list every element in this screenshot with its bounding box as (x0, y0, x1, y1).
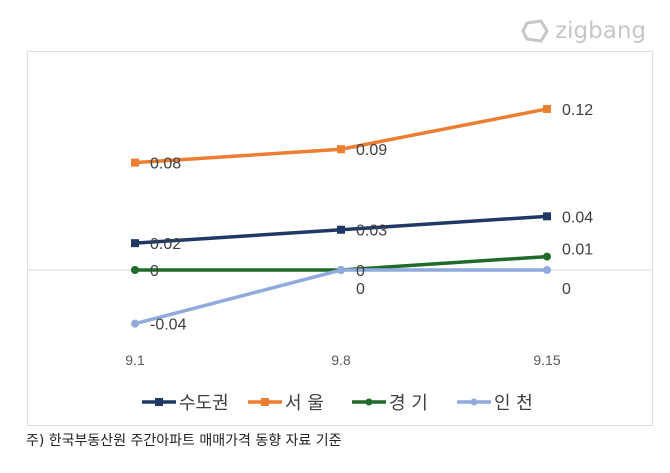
x-tick-label: 9.1 (125, 352, 145, 368)
data-point (131, 266, 139, 274)
legend-marker (155, 398, 163, 406)
data-label: 0.03 (356, 223, 387, 240)
footnote: 주) 한국부동산원 주간아파트 매매가격 동향 자료 기준 (26, 433, 342, 449)
zigbang-logo-icon (521, 19, 549, 43)
series-line-1 (134, 107, 548, 165)
logo-text: zigbang (555, 18, 646, 44)
data-point (543, 212, 551, 221)
x-tick-label: 9.8 (331, 352, 351, 368)
legend-marker (261, 398, 269, 406)
data-label: -0.04 (150, 317, 187, 334)
data-point (337, 266, 345, 274)
data-point (131, 319, 139, 328)
data-label: 0 (356, 281, 365, 298)
data-point (131, 158, 139, 167)
data-label: 0.09 (356, 142, 387, 159)
legend-marker (365, 398, 373, 406)
legend-marker (470, 398, 478, 406)
data-label: 0 (562, 281, 571, 298)
legend-label: 인 천 (494, 393, 533, 414)
x-tick-label: 9.15 (533, 352, 560, 368)
data-label: 0.01 (562, 242, 593, 259)
data-label: 0 (150, 263, 159, 280)
data-label: 0.02 (150, 236, 181, 253)
series-line-3 (134, 268, 547, 326)
data-point (543, 104, 551, 113)
legend-label: 서 울 (285, 393, 324, 414)
data-point (543, 266, 551, 274)
data-point (337, 225, 345, 234)
legend-label: 경 기 (389, 393, 428, 414)
data-point (131, 239, 139, 248)
data-label: 0 (356, 263, 365, 280)
legend-label: 수도권 (179, 393, 229, 414)
data-point (543, 252, 551, 261)
data-point (337, 145, 345, 154)
data-label: 0.12 (562, 102, 593, 119)
zigbang-logo: zigbang (521, 18, 646, 44)
chart-area (27, 51, 653, 426)
data-label: 0.04 (562, 209, 593, 226)
data-label: 0.08 (150, 156, 181, 173)
